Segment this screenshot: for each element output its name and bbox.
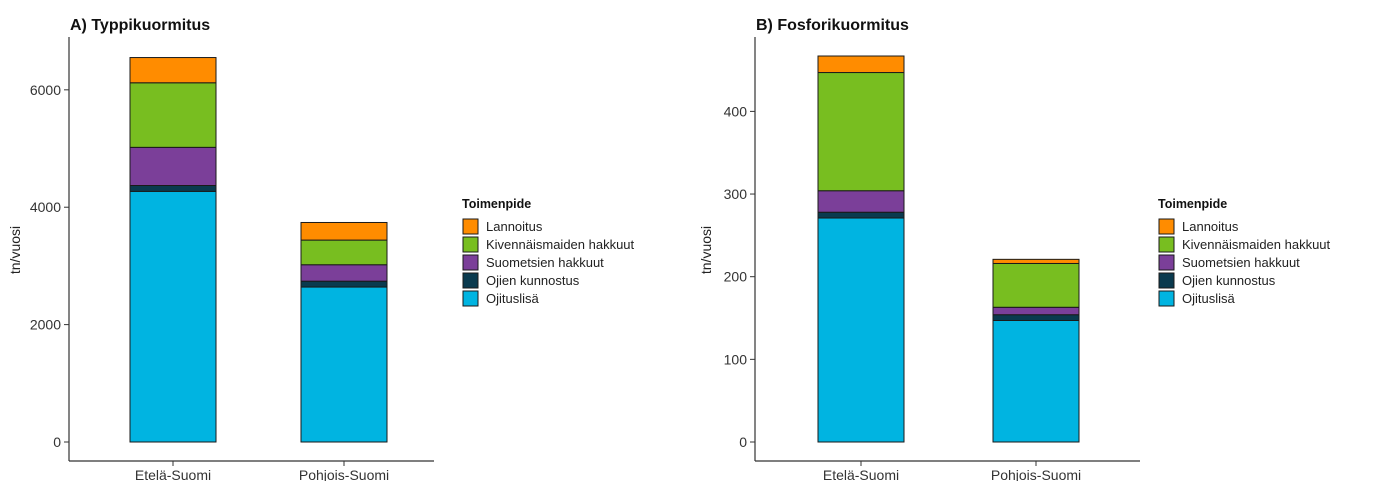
legend-swatch	[1158, 290, 1175, 307]
legend-swatch	[462, 236, 479, 253]
bar-segment-pohjois-suomi-lannoitus	[992, 258, 1080, 264]
legend-title: Toimenpide	[462, 197, 531, 211]
legend-item-kivennaismaiden-hakkuut: Kivennäismaiden hakkuut	[462, 236, 635, 253]
y-tick-label: 0	[739, 434, 747, 450]
legend-label: Lannoitus	[1182, 219, 1239, 234]
y-tick-label: 300	[724, 186, 748, 202]
legend-swatch	[1158, 272, 1175, 289]
y-tick-label: 400	[724, 103, 748, 119]
legend-item-lannoitus: Lannoitus	[462, 218, 543, 235]
legend-label: Ojituslisä	[1182, 291, 1236, 306]
panel-phosphorus: B) Fosforikuormitus tn/vuosi 0 100 200 300 400…	[698, 17, 1331, 483]
bar-segment-etela-suomi-kivennaismaiden-hakkuut	[817, 72, 905, 192]
bar-segment-etela-suomi-lannoitus	[129, 57, 217, 84]
legend-label: Suometsien hakkuut	[486, 255, 604, 270]
bar-segment-pohjois-suomi-suometsien-hakkuut	[992, 306, 1080, 316]
bar-segment-pohjois-suomi-ojituslisa	[300, 286, 388, 443]
legend-item-suometsien-hakkuut: Suometsien hakkuut	[462, 254, 604, 271]
bar-segment-etela-suomi-kivennaismaiden-hakkuut	[129, 82, 217, 148]
legend-item-ojituslisa: Ojituslisä	[462, 290, 540, 307]
legend-swatch	[462, 272, 479, 289]
bar-segment-etela-suomi-ojituslisa	[129, 190, 217, 443]
legend-item-ojien-kunnostus: Ojien kunnostus	[462, 272, 580, 289]
bar-segment-etela-suomi-lannoitus	[817, 55, 905, 74]
bar-segment-etela-suomi-ojituslisa	[817, 217, 905, 443]
legend-item-ojituslisa: Ojituslisä	[1158, 290, 1236, 307]
y-tick-label: 200	[724, 269, 748, 285]
bar-segment-etela-suomi-ojien-kunnostus	[817, 211, 905, 219]
legend-label: Ojien kunnostus	[1182, 273, 1276, 288]
legend-label: Ojituslisä	[486, 291, 540, 306]
y-tick-label: 2000	[30, 317, 61, 333]
legend-swatch	[462, 254, 479, 271]
bar-segment-pohjois-suomi-kivennaismaiden-hakkuut	[992, 262, 1080, 308]
legend-item-ojien-kunnostus: Ojien kunnostus	[1158, 272, 1276, 289]
panel-nitrogen: A) Typpikuormitus tn/vuosi 0 2000 4000 6000 Et…	[7, 17, 635, 483]
y-tick-label: 4000	[30, 199, 61, 215]
legend-label: Lannoitus	[486, 219, 543, 234]
legend: Toimenpide Lannoitus Kivennäismaiden hakku…	[1158, 197, 1331, 307]
legend-item-kivennaismaiden-hakkuut: Kivennäismaiden hakkuut	[1158, 236, 1331, 253]
legend-swatch	[1158, 254, 1175, 271]
legend-title: Toimenpide	[1158, 197, 1227, 211]
y-axis-label: tn/vuosi	[7, 226, 23, 274]
legend-swatch	[462, 290, 479, 307]
legend: Toimenpide Lannoitus Kivennäismaiden hakku…	[462, 197, 635, 307]
bar-segment-pohjois-suomi-kivennaismaiden-hakkuut	[300, 239, 388, 266]
y-tick-label: 100	[724, 351, 748, 367]
bar-segment-pohjois-suomi-lannoitus	[300, 221, 388, 241]
legend-swatch	[1158, 218, 1175, 235]
x-tick-label: Etelä-Suomi	[823, 467, 899, 481]
chart-title: B) Fosforikuormitus	[756, 17, 909, 34]
y-axis-label: tn/vuosi	[698, 226, 714, 274]
chart-title: A) Typpikuormitus	[70, 17, 210, 34]
x-tick-label: Pohjois-Suomi	[991, 467, 1081, 481]
legend-label: Kivennäismaiden hakkuut	[1182, 237, 1331, 252]
y-tick-label: 0	[53, 434, 61, 450]
bar-segment-etela-suomi-suometsien-hakkuut	[129, 146, 217, 186]
legend-item-suometsien-hakkuut: Suometsien hakkuut	[1158, 254, 1300, 271]
legend-label: Suometsien hakkuut	[1182, 255, 1300, 270]
y-tick-label: 6000	[30, 82, 61, 98]
bar-segment-etela-suomi-suometsien-hakkuut	[817, 190, 905, 213]
legend-swatch	[462, 218, 479, 235]
legend-label: Ojien kunnostus	[486, 273, 580, 288]
legend-item-lannoitus: Lannoitus	[1158, 218, 1239, 235]
x-tick-label: Pohjois-Suomi	[299, 467, 389, 481]
bar-segment-pohjois-suomi-suometsien-hakkuut	[300, 264, 388, 282]
legend-swatch	[1158, 236, 1175, 253]
bar-segment-pohjois-suomi-ojien-kunnostus	[300, 280, 388, 288]
legend-label: Kivennäismaiden hakkuut	[486, 237, 635, 252]
bar-segment-pohjois-suomi-ojituslisa	[992, 320, 1080, 443]
bar-segment-etela-suomi-ojien-kunnostus	[129, 185, 217, 192]
bar-segment-pohjois-suomi-ojien-kunnostus	[992, 314, 1080, 322]
x-tick-label: Etelä-Suomi	[135, 467, 211, 481]
